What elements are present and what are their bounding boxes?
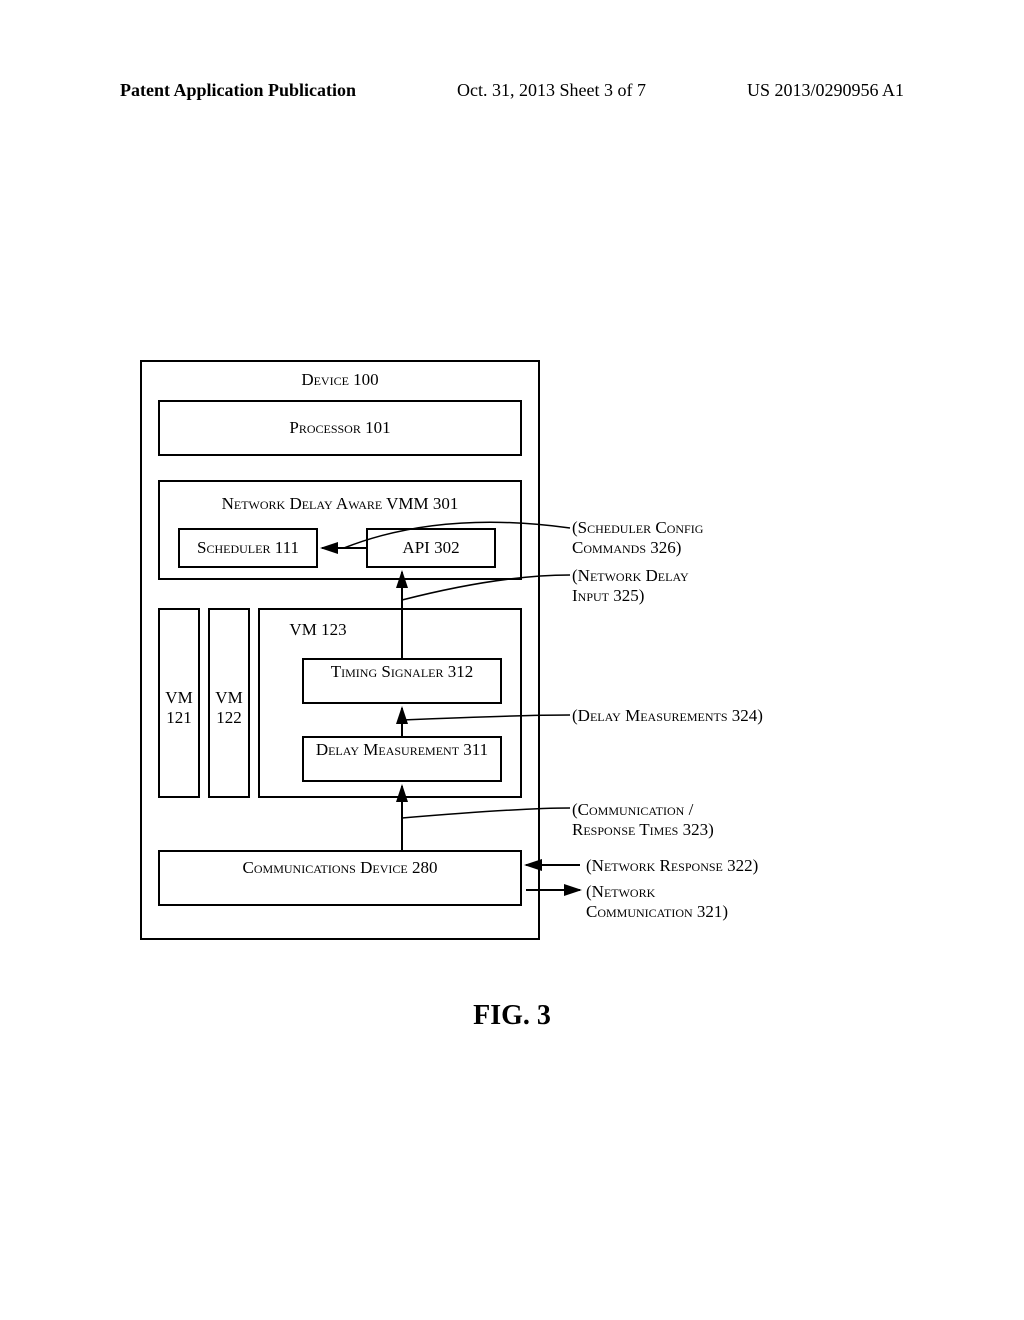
annot-sched-config: (Scheduler Config Commands 326): [572, 518, 703, 558]
header-left: Patent Application Publication: [120, 80, 356, 101]
figure-caption: FIG. 3: [0, 1000, 1024, 1032]
header-right: US 2013/0290956 A1: [747, 80, 904, 101]
label-api: API 302: [366, 538, 496, 558]
annot-net-resp: (Network Response 322): [586, 856, 758, 876]
label-device: Device 100: [140, 370, 540, 390]
diagram-area: Device 100 Processor 101 Network Delay A…: [140, 360, 900, 980]
annot-net-delay: (Network Delay Input 325): [572, 566, 689, 606]
annot-comm-resp: (Communication / Response Times 323): [572, 800, 714, 840]
label-timing: Timing Signaler 312: [302, 662, 502, 682]
label-vmm: Network Delay Aware VMM 301: [158, 494, 522, 514]
label-vm121: VM 121: [158, 688, 200, 729]
label-commdev: Communications Device 280: [158, 858, 522, 878]
label-scheduler: Scheduler 111: [178, 538, 318, 558]
annot-delay-meas: (Delay Measurements 324): [572, 706, 763, 726]
header-mid: Oct. 31, 2013 Sheet 3 of 7: [457, 80, 646, 101]
annot-net-comm: (Network Communication 321): [586, 882, 728, 922]
label-delaymeas: Delay Measurement 311: [302, 740, 502, 760]
label-processor: Processor 101: [158, 418, 522, 438]
label-vm123: VM 123: [258, 620, 378, 640]
label-vm122: VM 122: [208, 688, 250, 729]
page-header: Patent Application Publication Oct. 31, …: [120, 80, 904, 101]
